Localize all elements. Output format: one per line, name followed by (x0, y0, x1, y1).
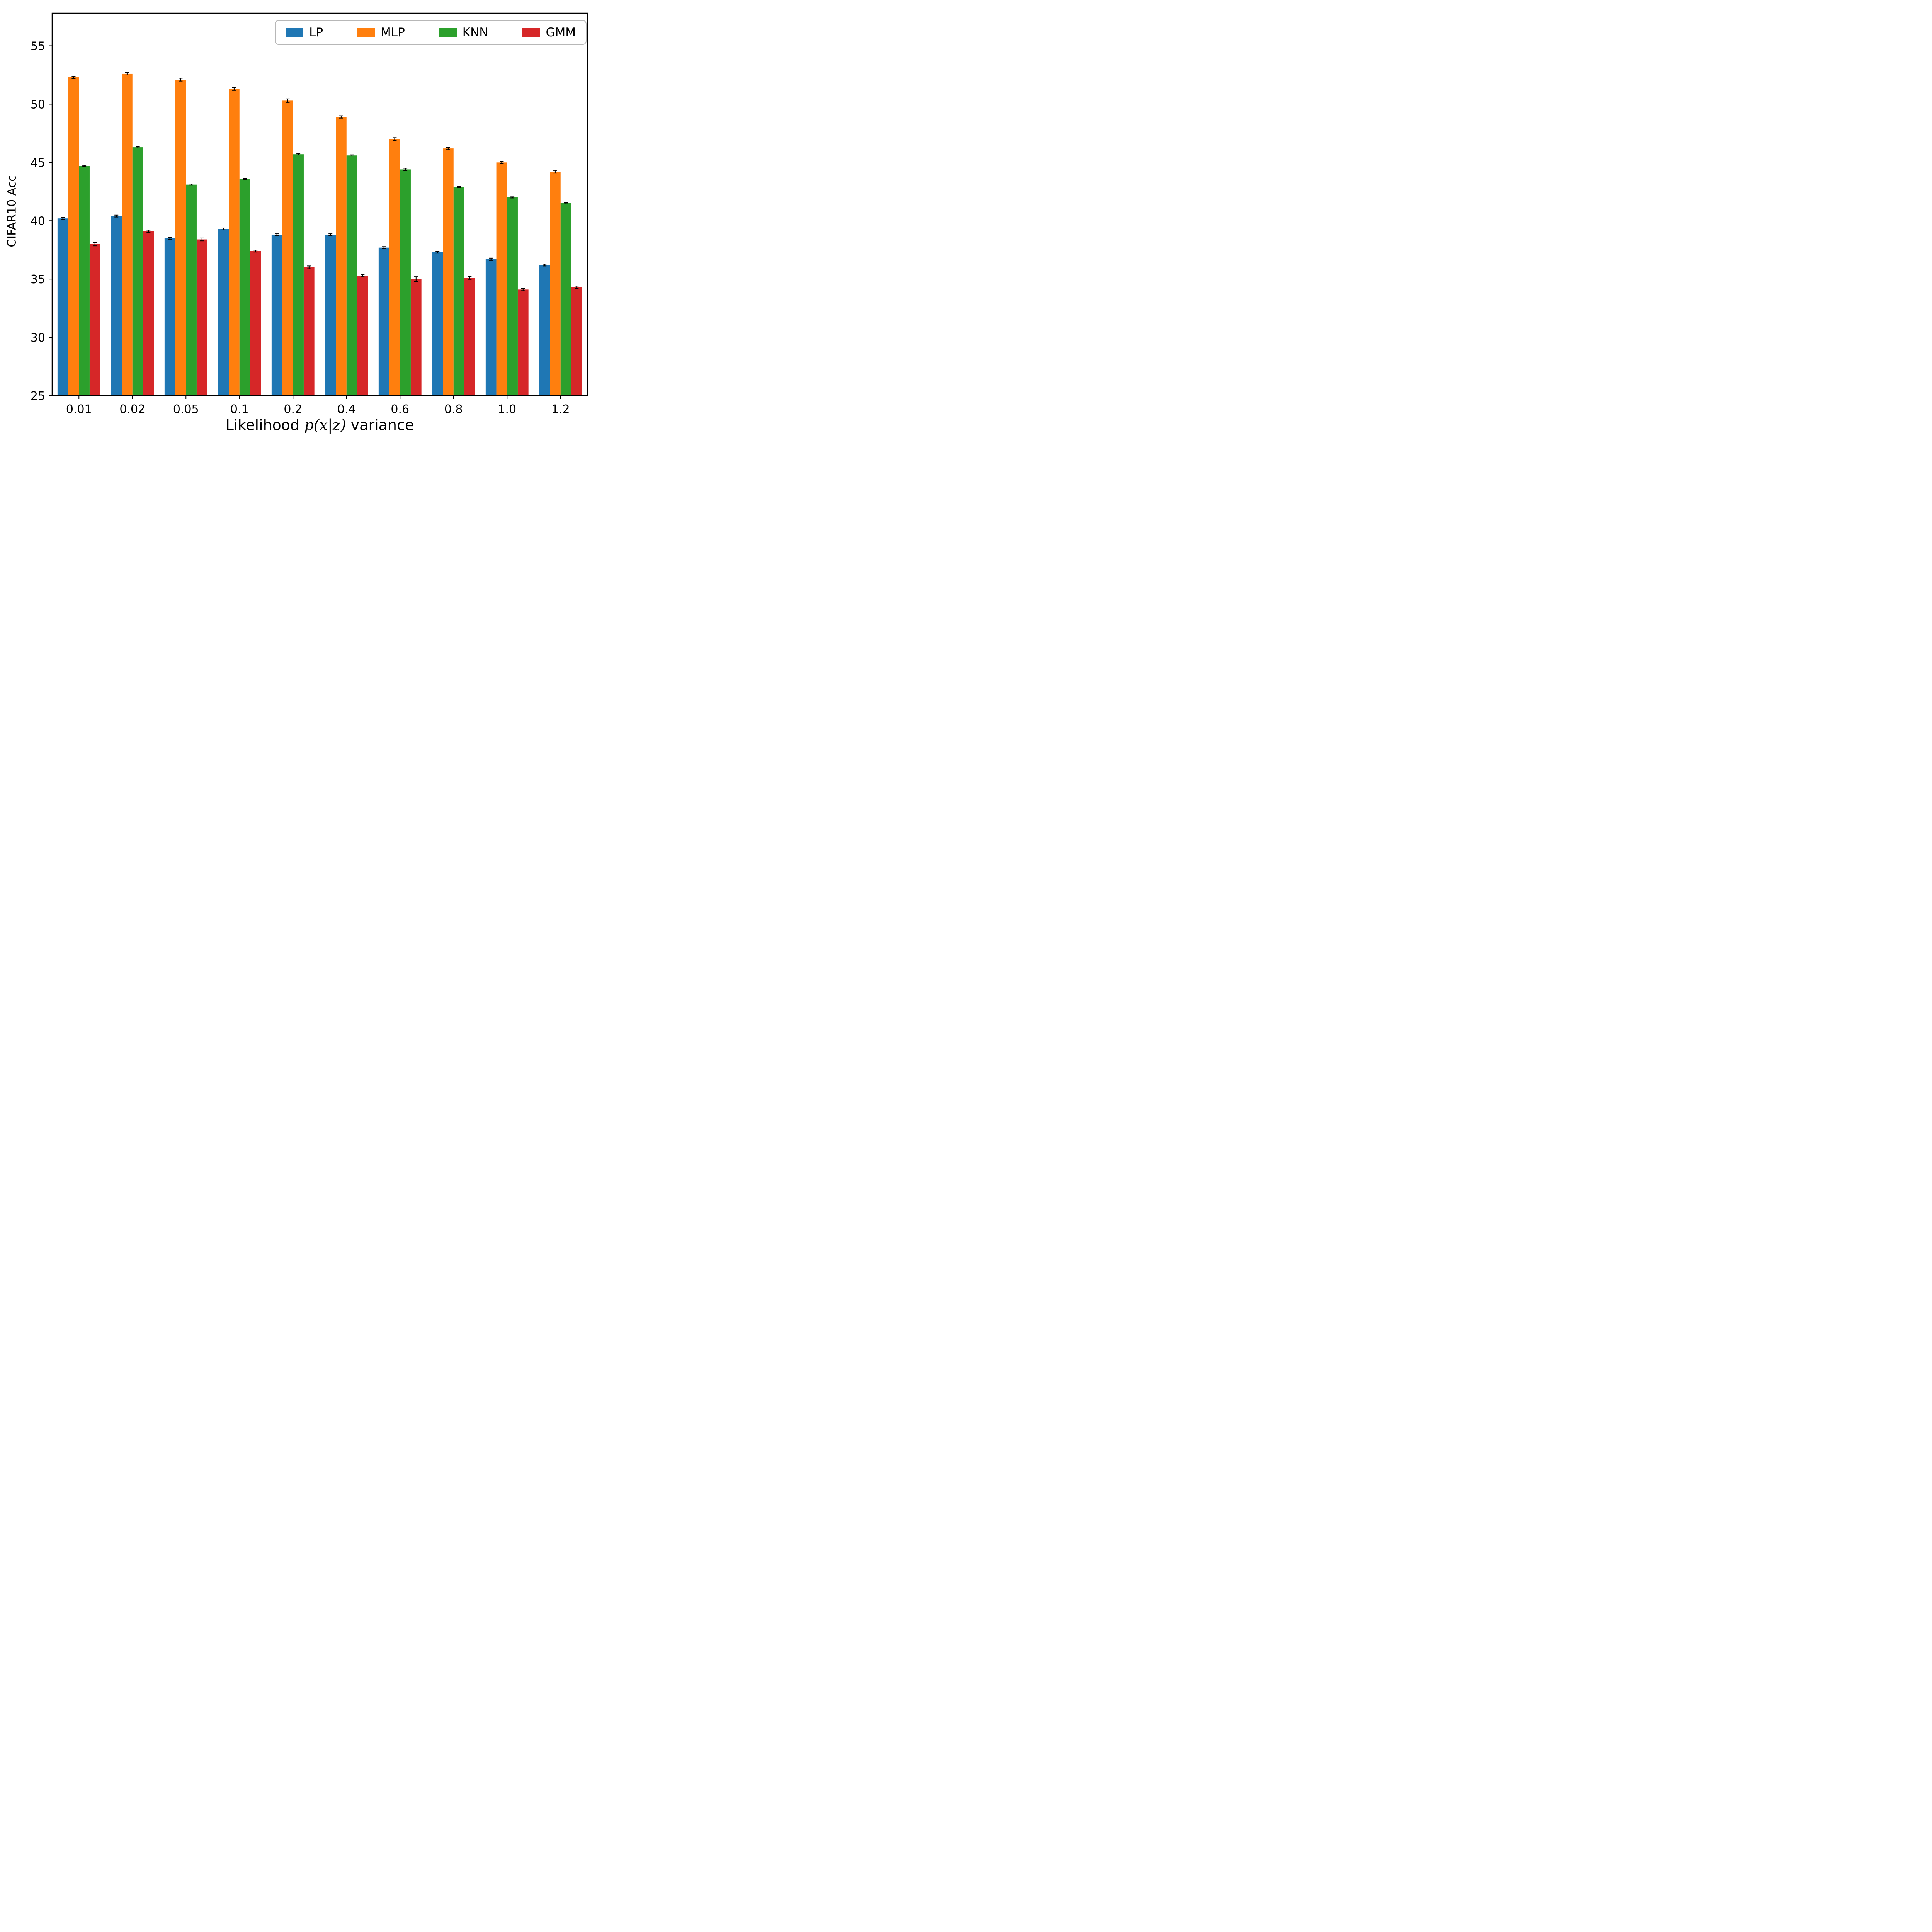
bar-lp-0.02 (111, 216, 122, 396)
y-tick-label: 55 (31, 40, 45, 53)
legend-swatch-lp (286, 28, 304, 37)
bar-mlp-0.01 (68, 77, 79, 396)
x-tick-label: 0.1 (230, 403, 249, 416)
y-tick-label: 25 (31, 389, 45, 403)
bar-mlp-0.8 (443, 148, 454, 396)
bar-mlp-0.6 (389, 139, 400, 396)
bar-mlp-0.02 (122, 73, 133, 396)
bars-series-mlp (68, 72, 561, 396)
bar-knn-0.8 (453, 187, 464, 396)
bar-gmm-0.05 (196, 239, 207, 396)
y-axis: 25 30 35 40 45 50 55 (31, 40, 52, 403)
x-tick-label: 0.4 (337, 403, 356, 416)
x-tick-label: 0.05 (173, 403, 199, 416)
bar-gmm-0.2 (303, 267, 315, 396)
y-tick-label: 40 (31, 214, 45, 228)
legend-item-knn: KNN (439, 26, 488, 39)
bar-lp-0.1 (218, 229, 229, 396)
legend-label-mlp: MLP (381, 26, 405, 39)
bar-knn-1.2 (560, 203, 571, 396)
bar-gmm-0.8 (464, 278, 475, 396)
bar-knn-0.6 (400, 169, 411, 396)
legend-item-gmm: GMM (522, 26, 576, 39)
bars-series-knn (79, 146, 571, 396)
bar-mlp-1.2 (550, 172, 561, 396)
legend-swatch-mlp (357, 28, 375, 37)
bar-knn-0.2 (293, 154, 304, 396)
bar-mlp-0.4 (336, 117, 347, 396)
bar-lp-1.0 (485, 259, 497, 396)
legend-label-knn: KNN (462, 26, 488, 39)
bar-gmm-0.02 (143, 231, 154, 396)
bar-gmm-0.6 (410, 279, 422, 396)
legend-label-lp: LP (309, 26, 323, 39)
bars-series-gmm (89, 230, 582, 396)
bar-knn-1.0 (507, 197, 518, 396)
bar-lp-0.01 (57, 218, 68, 396)
bar-gmm-1.2 (571, 287, 582, 396)
bar-lp-1.2 (539, 265, 550, 396)
y-tick-label: 35 (31, 273, 45, 286)
bar-mlp-0.1 (229, 89, 240, 396)
x-axis: 0.01 0.02 0.05 0.1 0.2 0.4 0.6 0.8 1.0 1.2 (66, 396, 570, 416)
bar-knn-0.01 (79, 166, 90, 396)
chart-figure: 25 30 35 40 45 50 55 0.01 0.02 0.05 0.1 0.2 0.4 0.6 0.… (0, 0, 594, 445)
bar-gmm-1.0 (517, 289, 529, 396)
x-tick-label: 0.01 (66, 403, 92, 416)
legend: LP MLP KNN GMM (275, 20, 587, 45)
bar-gmm-0.4 (357, 276, 368, 396)
x-tick-label: 0.8 (444, 403, 463, 416)
x-tick-label: 0.02 (119, 403, 145, 416)
x-axis-title: Likelihood p(x|z) variance (52, 417, 587, 434)
x-tick-label: 1.0 (498, 403, 516, 416)
bar-knn-0.4 (346, 155, 357, 396)
legend-swatch-knn (439, 28, 457, 37)
x-tick-label: 0.2 (284, 403, 302, 416)
y-tick-label: 30 (31, 331, 45, 345)
x-axis-title-suffix: variance (346, 417, 414, 434)
bar-lp-0.2 (271, 235, 282, 396)
bar-mlp-1.0 (496, 162, 507, 396)
bar-knn-0.1 (239, 179, 250, 396)
axes-spines (51, 12, 588, 396)
legend-swatch-gmm (522, 28, 540, 37)
y-tick-label: 45 (31, 156, 45, 170)
bar-mlp-0.2 (282, 100, 293, 396)
bar-lp-0.6 (378, 247, 389, 396)
y-tick-label: 50 (31, 98, 45, 111)
bar-knn-0.02 (132, 147, 143, 396)
x-tick-label: 1.2 (551, 403, 570, 416)
bars-series-lp (57, 214, 550, 396)
legend-label-gmm: GMM (546, 26, 576, 39)
bar-lp-0.8 (432, 252, 443, 396)
x-axis-title-math: p(x|z) (304, 417, 346, 434)
bar-lp-0.05 (164, 238, 175, 396)
bar-gmm-0.1 (250, 251, 261, 396)
bar-lp-0.4 (325, 235, 336, 396)
x-axis-title-prefix: Likelihood (225, 417, 304, 434)
bar-mlp-0.05 (175, 80, 186, 396)
bar-gmm-0.01 (89, 244, 100, 396)
legend-item-mlp: MLP (357, 26, 405, 39)
bar-knn-0.05 (186, 184, 197, 396)
x-tick-label: 0.6 (391, 403, 409, 416)
legend-item-lp: LP (286, 26, 323, 39)
y-axis-title: CIFAR10 Acc (5, 175, 19, 247)
